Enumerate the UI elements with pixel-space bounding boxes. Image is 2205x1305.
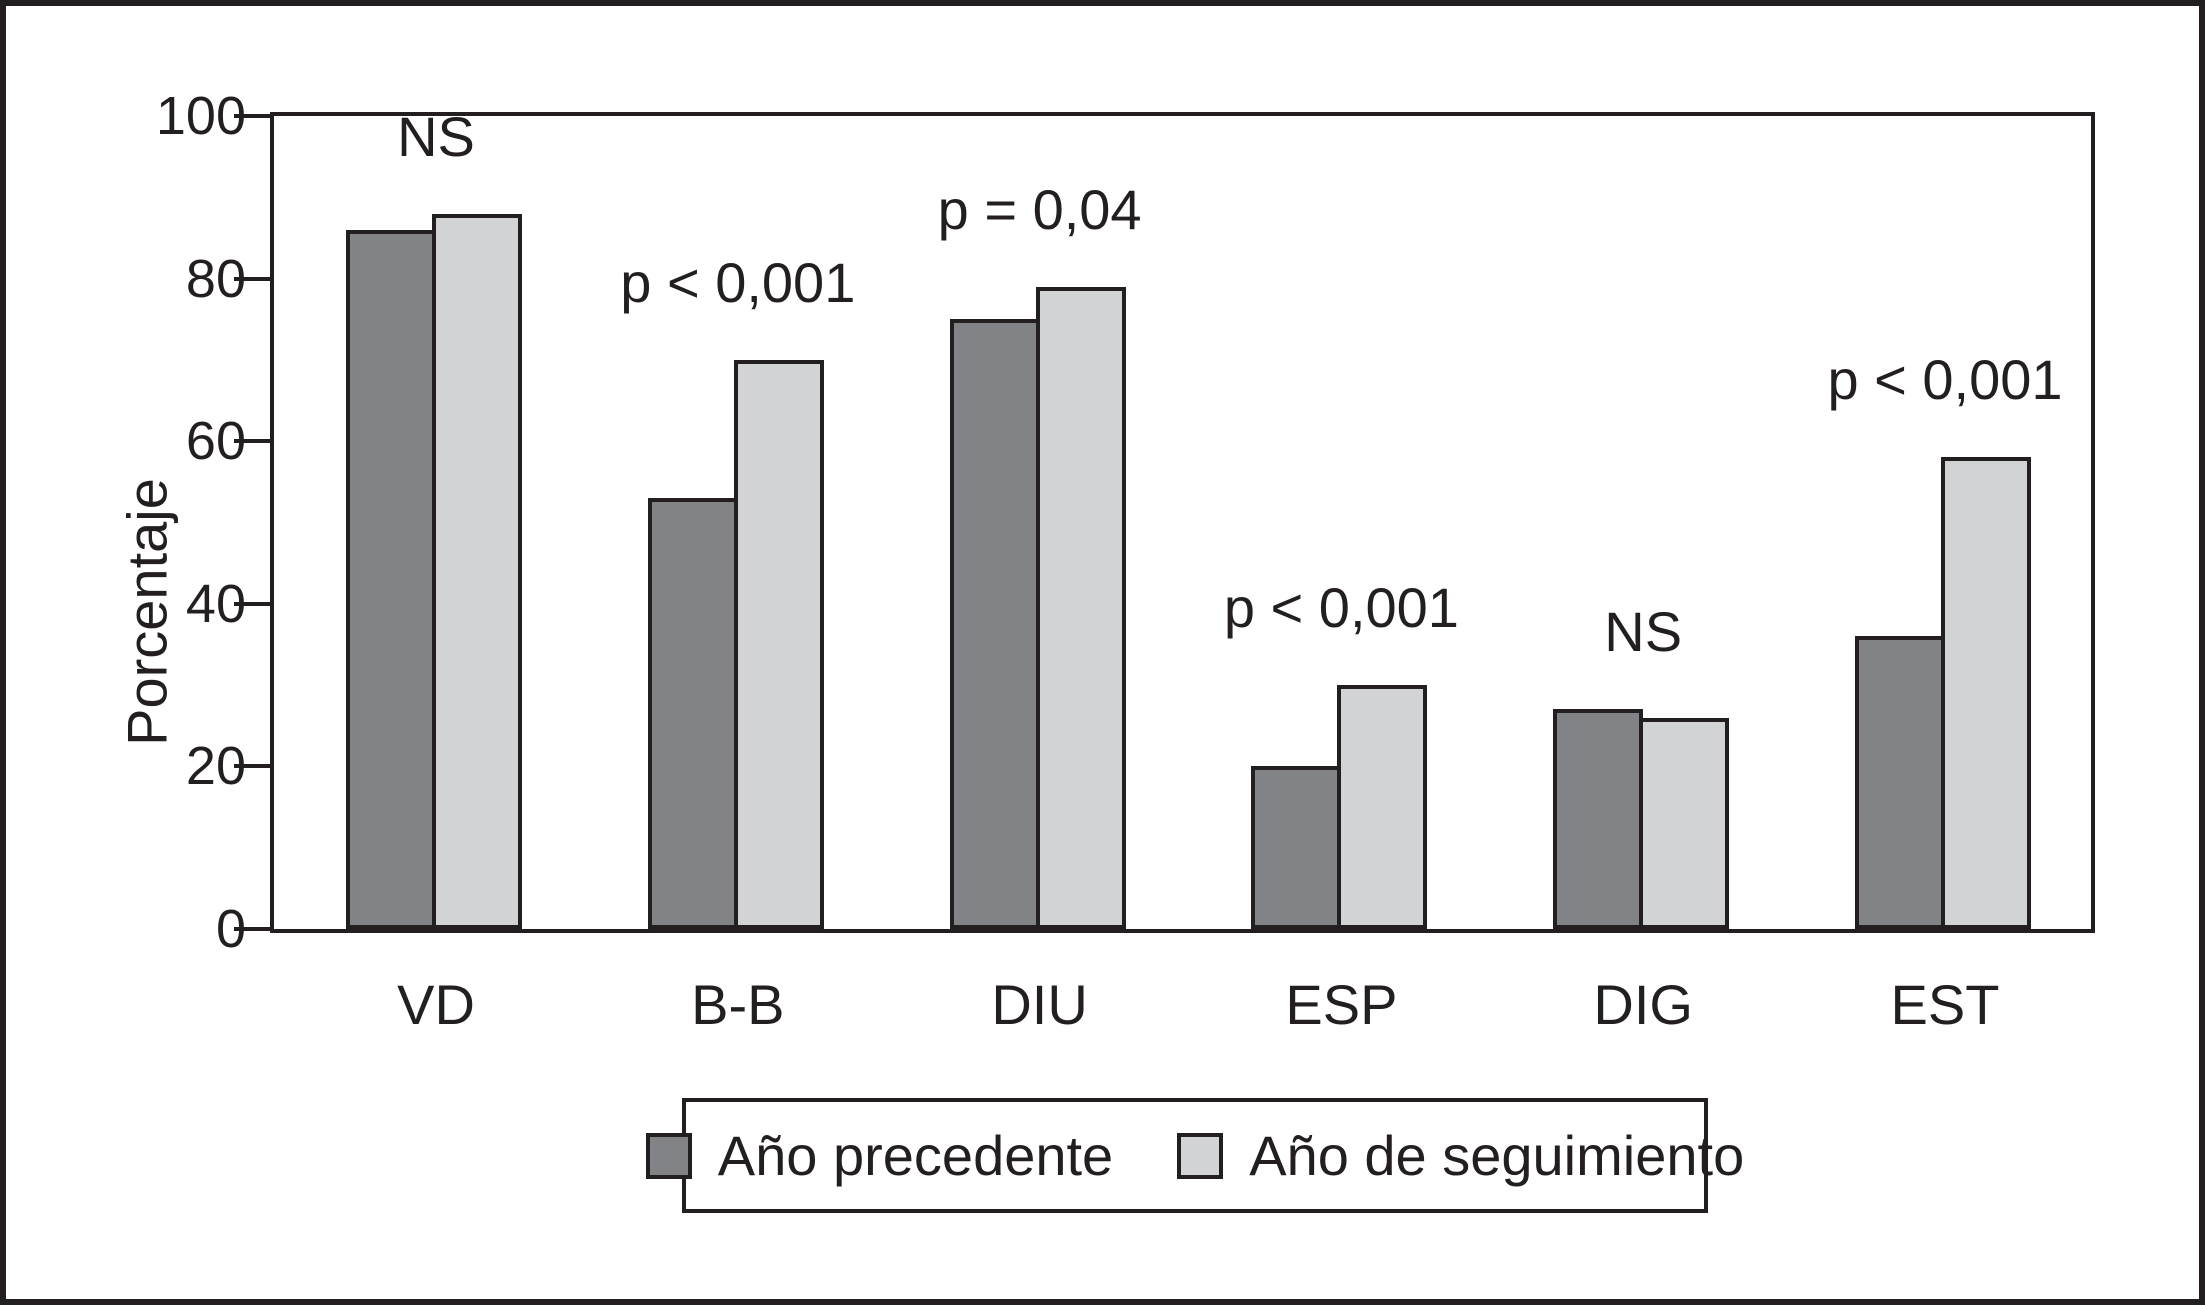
legend-item-ao-de-seguimiento: Año de seguimiento [1177, 1123, 1744, 1188]
bar-ano-de-seguimiento-vd [432, 214, 522, 929]
y-axis-tick-label: 40 [185, 573, 246, 634]
category-label-dig: DIG [1593, 973, 1693, 1036]
bar-ano-precedente-b-b [647, 498, 738, 929]
bar-ano-precedente-est [1855, 636, 1945, 929]
bar-ano-precedente-esp [1251, 766, 1342, 929]
bar-ano-de-seguimiento-esp [1337, 685, 1428, 929]
significance-annotation-esp: p < 0,001 [1223, 576, 1459, 639]
legend-box: Año precedente Año de seguimiento [645, 1098, 1744, 1213]
y-axis-tick [234, 764, 270, 769]
legend-item-ao-precedente: Año precedente [645, 1123, 1114, 1188]
category-label-esp: ESP [1285, 973, 1398, 1036]
category-label-b-b: B-B [691, 973, 785, 1036]
significance-annotation-dig: NS [1604, 600, 1683, 663]
bar-ano-de-seguimiento-b-b [733, 360, 824, 929]
y-axis-tick [234, 114, 270, 118]
y-axis-tick-label: 20 [185, 736, 246, 797]
bar-ano-precedente-dig [1553, 709, 1644, 929]
category-label-vd: VD [397, 973, 475, 1036]
y-axis-tick [234, 601, 270, 606]
legend-label-ao-de-seguimiento: Año de seguimiento [1249, 1124, 1745, 1187]
bar-ano-de-seguimiento-est [1941, 457, 2031, 929]
y-axis-tick [234, 276, 270, 281]
y-axis-tick-label: 60 [185, 411, 246, 472]
y-axis-tick [234, 927, 270, 931]
category-label-est: EST [1890, 973, 2000, 1036]
bar-ano-precedente-diu [949, 319, 1040, 929]
bar-ano-precedente-vd [346, 230, 436, 929]
category-label-diu: DIU [991, 973, 1088, 1036]
y-axis-tick-label: 80 [185, 248, 246, 309]
plot-area: NS p < 0,001 p = 0,04 p < 0,001 NS p < 0,001 [270, 105, 2095, 933]
bar-ano-de-seguimiento-dig [1639, 718, 1730, 929]
legend-swatch-ao-precedente [645, 1132, 692, 1179]
legend-swatch-ao-de-seguimiento [1177, 1132, 1224, 1179]
y-axis-tick-label: 100 [155, 86, 246, 146]
significance-annotation-b-b: p < 0,001 [620, 251, 856, 314]
significance-annotation-est: p < 0,001 [1827, 348, 2063, 411]
significance-annotation-vd: NS [397, 105, 475, 168]
y-axis-tick-label: 0 [215, 899, 246, 959]
legend-label-ao-precedente: Año precedente [717, 1124, 1114, 1187]
significance-annotation-diu: p = 0,04 [937, 178, 1142, 241]
bar-ano-de-seguimiento-diu [1035, 287, 1126, 929]
y-axis-tick [234, 439, 270, 444]
